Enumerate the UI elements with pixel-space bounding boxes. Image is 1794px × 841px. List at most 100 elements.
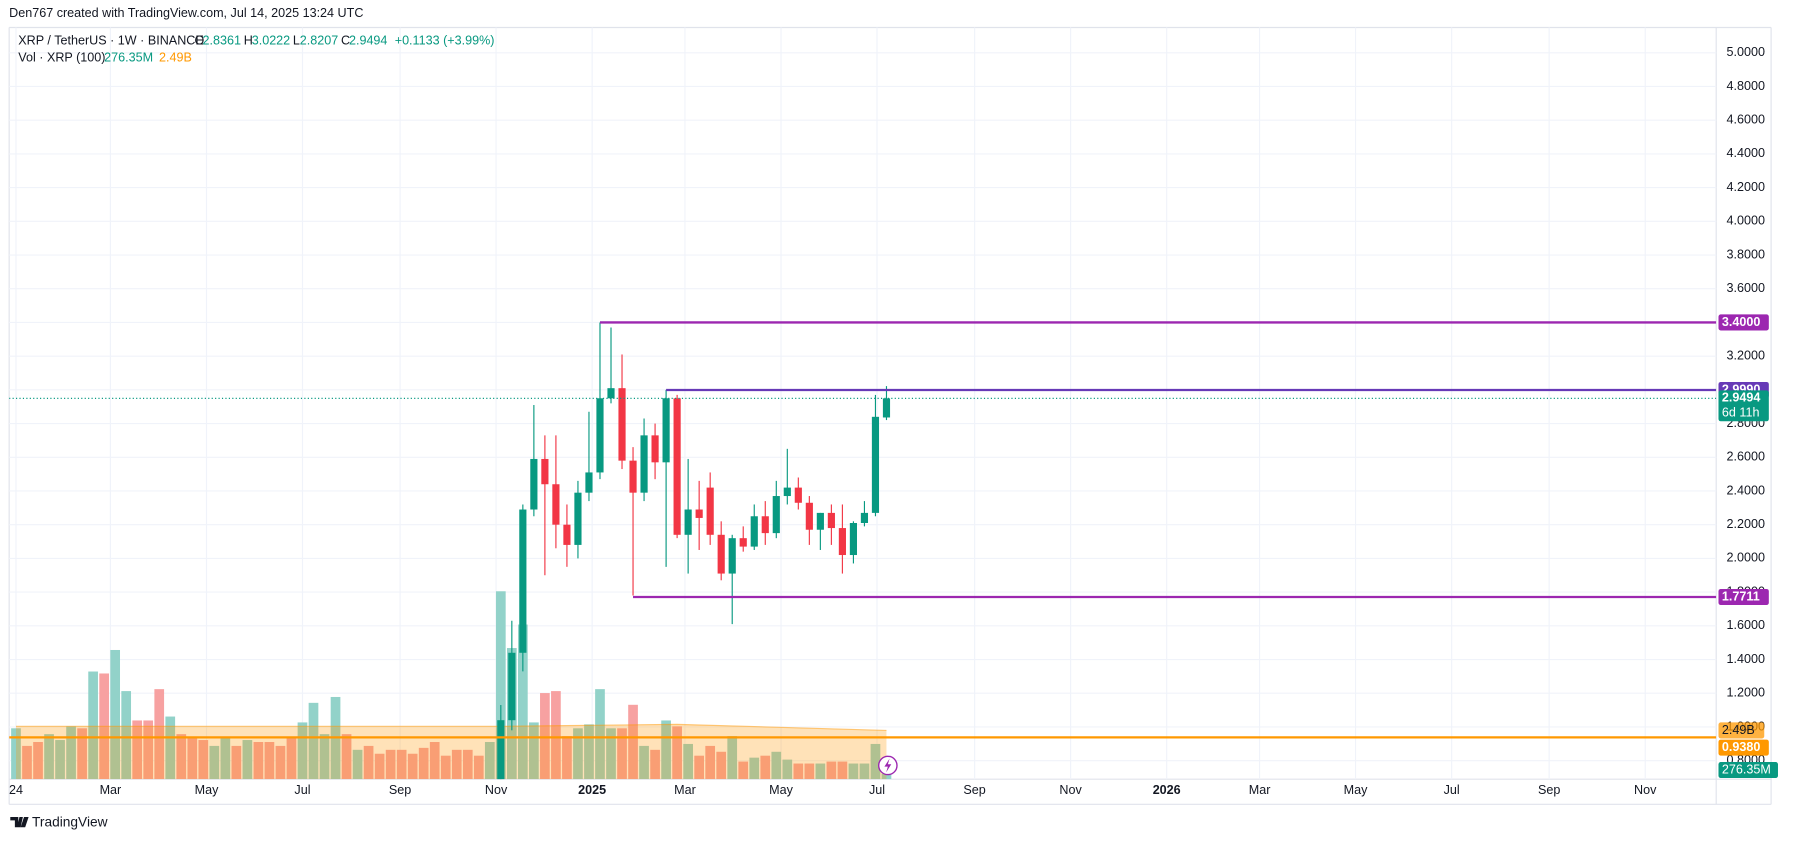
x-tick-label: May xyxy=(1344,783,1368,797)
candle-body xyxy=(805,502,813,530)
last-price-label-bg xyxy=(1718,390,1769,422)
volume-pane xyxy=(11,591,892,780)
level-label-bg xyxy=(1718,739,1769,756)
y-tick-label: 2.6000 xyxy=(1726,450,1764,464)
volume-bar xyxy=(716,751,727,780)
y-tick-label: 3.8000 xyxy=(1726,247,1764,261)
candle-body xyxy=(772,496,780,534)
volume-bar xyxy=(661,720,671,780)
volume-bar xyxy=(573,728,583,780)
alert-icon[interactable] xyxy=(878,755,898,776)
volume-ma-area xyxy=(15,724,887,780)
y-tick-label: 1.6000 xyxy=(1726,618,1764,632)
volume-bar xyxy=(473,755,484,780)
x-tick-label: May xyxy=(195,783,219,797)
x-tick-label: Sep xyxy=(963,783,985,797)
candle-body xyxy=(706,487,714,535)
y-tick-label: 5.0000 xyxy=(1726,45,1764,59)
last-price-label: 2.9494 xyxy=(1722,391,1760,405)
volume-bar xyxy=(220,738,231,780)
volume-bar xyxy=(44,734,54,780)
grid xyxy=(9,27,1717,780)
volume-bar xyxy=(837,761,848,780)
volume-bar xyxy=(132,720,143,780)
volume-bar xyxy=(429,741,440,780)
volume-bar xyxy=(705,745,716,780)
level-label: 1.7711 xyxy=(1722,589,1760,603)
y-tick-label: 4.2000 xyxy=(1726,180,1764,194)
x-tick-label: Jul xyxy=(1444,783,1460,797)
change: +0.1133 (+3.99%) xyxy=(395,34,495,48)
volume-bar xyxy=(275,745,286,780)
candle-body xyxy=(618,388,626,461)
volume-bar xyxy=(529,722,539,780)
volume-bar xyxy=(451,749,462,780)
ohlc-value: 2.8207 xyxy=(300,34,338,48)
volume-bar xyxy=(286,738,297,780)
volume-bar xyxy=(154,689,165,780)
x-tick-label: Mar xyxy=(674,783,696,797)
volume-bar xyxy=(319,734,330,780)
ohlc-value: 2.8361 xyxy=(203,34,241,48)
ohlc-value: 2.9494 xyxy=(349,34,387,48)
logo[interactable]: TradingView xyxy=(10,814,108,829)
candle-body xyxy=(794,487,802,503)
x-tick-label: 24 xyxy=(9,783,23,797)
volume-bar xyxy=(198,740,209,780)
x-tick-label: Sep xyxy=(389,783,411,797)
volume-bar xyxy=(209,745,220,780)
y-tick-label: 3.6000 xyxy=(1726,281,1764,295)
candle-body xyxy=(761,516,769,534)
volume-bar xyxy=(176,734,187,780)
y-tick-label: 3.2000 xyxy=(1726,348,1764,362)
volume-bar xyxy=(264,741,275,780)
volume-bar xyxy=(253,741,264,780)
volume-bar xyxy=(121,691,132,780)
x-tick-label: Nov xyxy=(1059,783,1082,797)
volume-ma-line xyxy=(15,723,887,732)
level-label-bg xyxy=(1718,588,1769,605)
level-label: 3.4000 xyxy=(1722,315,1760,329)
volume-bar xyxy=(694,755,705,780)
y-tick-label: 2.0000 xyxy=(1726,551,1764,565)
volume-bar xyxy=(374,753,385,780)
header: Den767 created with TradingView.com, Jul… xyxy=(9,6,363,20)
price-pane xyxy=(9,321,1717,780)
axes: 0.80001.00001.20001.40001.60001.80002.00… xyxy=(9,45,1778,797)
volume-bar xyxy=(727,736,738,780)
candle-body xyxy=(860,512,869,524)
legend: XRP / TetherUS · 1W · BINANCE O 2.8361 H… xyxy=(18,34,494,65)
volume-bar xyxy=(518,624,528,780)
volume-bar xyxy=(672,726,682,780)
candle-body xyxy=(530,458,538,510)
volume-bar xyxy=(738,761,749,780)
candle-body xyxy=(563,524,571,545)
ohlc-letter: C xyxy=(341,34,350,48)
candle-body xyxy=(684,509,692,535)
candle-body xyxy=(519,509,527,653)
volume-bar xyxy=(771,751,782,780)
volume-bar xyxy=(595,689,605,780)
volume-bar xyxy=(540,693,550,780)
volume-bar xyxy=(55,740,65,780)
candle-body xyxy=(552,484,560,525)
y-tick-label: 4.0000 xyxy=(1726,214,1764,228)
candle-body xyxy=(695,509,703,518)
volume-bar xyxy=(628,704,638,780)
candle-body xyxy=(574,492,582,545)
volume-last-label: 276.35M xyxy=(1722,762,1771,776)
candle-body xyxy=(673,398,681,535)
x-tick-label: Nov xyxy=(1634,783,1657,797)
y-tick-label: 4.4000 xyxy=(1726,146,1764,160)
volume-name: Vol · XRP (100) xyxy=(18,51,105,65)
volume-bar xyxy=(650,749,660,780)
y-tick-label: 4.6000 xyxy=(1726,113,1764,127)
volume-bar xyxy=(110,649,121,780)
candle-body xyxy=(629,460,637,493)
x-tick-label: Mar xyxy=(1249,783,1271,797)
y-tick-label: 1.4000 xyxy=(1726,652,1764,666)
candle-body xyxy=(849,523,858,556)
volume-bar xyxy=(495,591,506,780)
